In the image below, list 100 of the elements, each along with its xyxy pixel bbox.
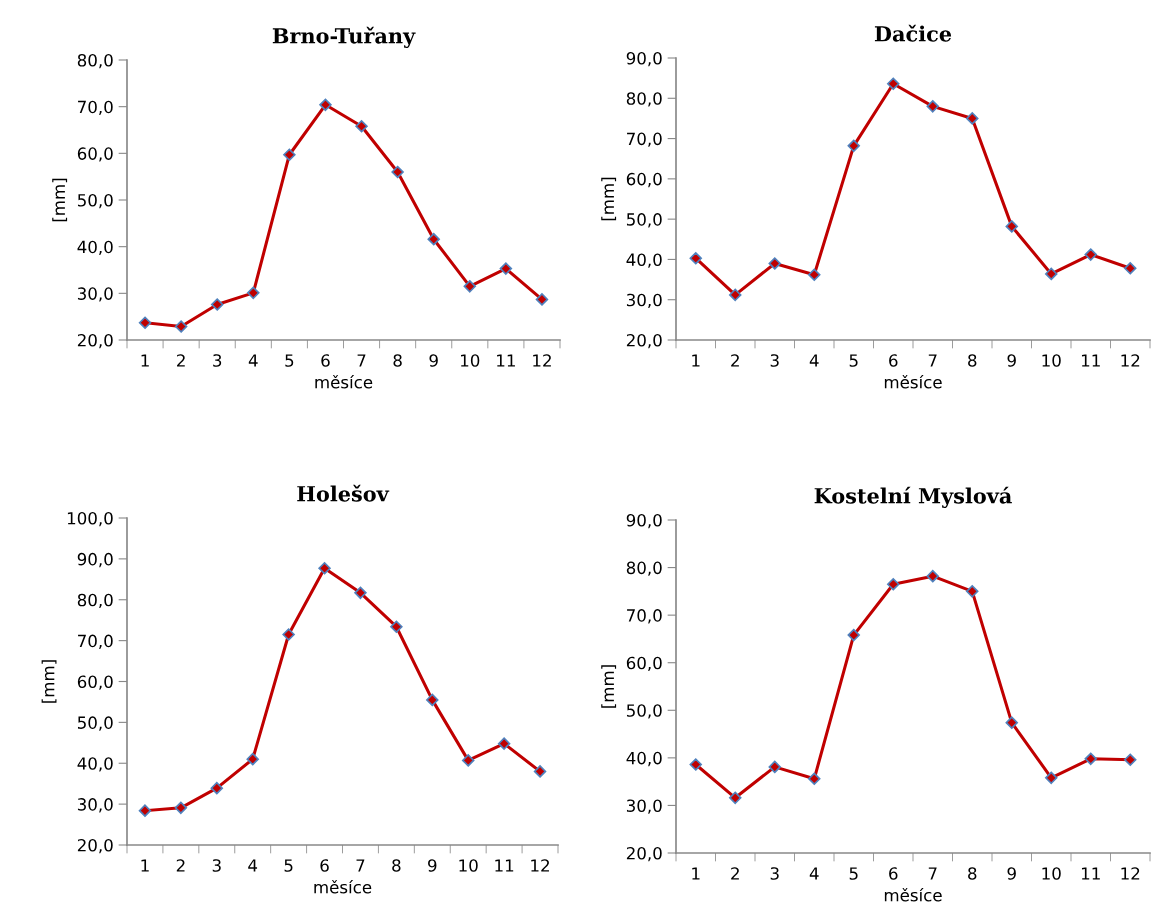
y-tick-label: 50,0 <box>626 704 662 719</box>
x-tick-label: 9 <box>429 354 438 367</box>
point <box>391 165 404 179</box>
y-tick-label: 20,0 <box>626 333 662 349</box>
y-tick-label: 80,0 <box>626 561 662 576</box>
x-tick-label: 12 <box>1121 867 1140 880</box>
y-tick-label: 30,0 <box>626 293 662 308</box>
point <box>499 262 513 275</box>
x-tick-label: 7 <box>356 859 365 872</box>
y-tick-label: 30,0 <box>77 798 113 813</box>
y-tick-label: 100,0 <box>67 511 113 527</box>
y-tick-label: 40,0 <box>626 253 662 268</box>
y-axis-title: [mm] <box>41 660 57 703</box>
point <box>174 801 188 815</box>
x-tick-label: 1 <box>692 354 700 367</box>
point <box>1084 752 1097 766</box>
point <box>282 628 295 641</box>
y-axis-title: [mm] <box>601 665 617 708</box>
y-tick-label: 30,0 <box>626 799 662 814</box>
y-tick-label: 20,0 <box>626 846 662 862</box>
x-tick-label: 1 <box>141 859 149 872</box>
point <box>689 758 702 771</box>
y-tick-label: 60,0 <box>626 656 662 671</box>
x-tick-label: 5 <box>284 859 293 872</box>
point <box>1045 771 1058 785</box>
x-tick-label: 9 <box>1007 867 1016 880</box>
x-tick-label: 3 <box>213 354 222 367</box>
y-axis-title: [mm] <box>52 178 68 222</box>
x-tick-label: 2 <box>177 354 185 367</box>
x-tick-label: 4 <box>809 867 819 880</box>
x-tick-label: 6 <box>320 859 329 872</box>
point <box>174 320 188 333</box>
x-tick-label: 1 <box>692 867 700 880</box>
x-tick-label: 3 <box>770 354 779 367</box>
x-tick-label: 10 <box>461 354 480 367</box>
x-tick-label: 6 <box>889 354 898 367</box>
y-tick-label: 90,0 <box>626 51 662 67</box>
x-tick-label: 8 <box>392 859 401 872</box>
x-axis-title: měsíce <box>314 879 372 894</box>
x-tick-label: 11 <box>1081 354 1100 367</box>
x-tick-label: 2 <box>731 354 739 367</box>
x-tick-label: 9 <box>1007 354 1016 367</box>
x-tick-label: 4 <box>248 859 258 872</box>
y-tick-label: 30,0 <box>77 287 113 302</box>
y-tick-label: 80,0 <box>77 593 113 609</box>
point <box>1124 262 1137 275</box>
y-tick-label: 90,0 <box>626 513 662 529</box>
point <box>689 251 702 265</box>
chart-title: Holešov <box>297 484 390 502</box>
point <box>729 288 742 302</box>
x-tick-label: 3 <box>770 867 779 880</box>
y-tick-label: 40,0 <box>77 757 113 772</box>
y-tick-label: 60,0 <box>77 147 113 162</box>
point <box>390 620 403 633</box>
y-tick-label: 80,0 <box>77 53 113 69</box>
x-axis-title: měsíce <box>315 374 373 389</box>
x-tick-label: 10 <box>459 859 478 872</box>
point <box>246 752 259 766</box>
x-tick-label: 9 <box>428 859 437 872</box>
point <box>426 693 439 707</box>
point <box>926 100 939 113</box>
y-tick-label: 70,0 <box>78 634 113 649</box>
x-tick-label: 8 <box>393 354 402 367</box>
y-tick-label: 50,0 <box>626 213 662 228</box>
y-tick-label: 20,0 <box>77 838 113 854</box>
point <box>355 120 368 133</box>
point <box>729 791 742 805</box>
y-tick-label: 60,0 <box>77 675 113 690</box>
x-tick-label: 1 <box>141 354 149 367</box>
chart-title: Kostelní Myslová <box>814 486 1012 508</box>
x-tick-label: 5 <box>849 354 858 367</box>
y-tick-label: 70,0 <box>78 100 113 115</box>
x-tick-label: 8 <box>968 867 977 880</box>
x-tick-label: 12 <box>533 354 551 367</box>
chart-title: Dačice <box>874 24 952 42</box>
y-tick-label: 40,0 <box>626 751 662 767</box>
point <box>1084 248 1097 261</box>
x-axis-title: měsíce <box>884 374 942 389</box>
point <box>354 586 367 600</box>
point <box>887 77 900 91</box>
point <box>808 772 821 786</box>
y-tick-label: 70,0 <box>627 132 662 147</box>
point <box>1005 716 1018 729</box>
point <box>318 562 331 575</box>
y-tick-label: 80,0 <box>626 92 662 107</box>
point <box>283 148 296 161</box>
chart-title: Brno-Tuřany <box>272 26 416 48</box>
point <box>319 98 332 112</box>
x-tick-label: 6 <box>889 867 898 880</box>
point <box>847 628 860 642</box>
x-tick-label: 5 <box>849 867 858 880</box>
x-tick-label: 7 <box>357 354 366 367</box>
x-tick-label: 7 <box>928 354 937 367</box>
x-tick-label: 11 <box>497 354 515 367</box>
x-tick-label: 11 <box>1081 867 1100 880</box>
point <box>966 585 979 598</box>
point <box>210 298 224 311</box>
y-tick-label: 60,0 <box>626 172 662 188</box>
x-tick-label: 2 <box>176 859 185 872</box>
point <box>1005 220 1018 233</box>
